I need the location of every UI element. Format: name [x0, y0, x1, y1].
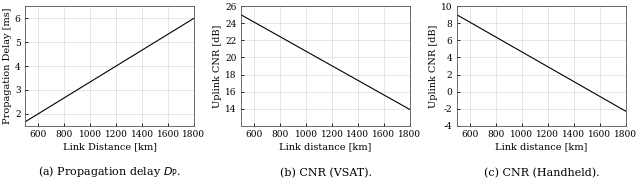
Text: (c) CNR (Handheld).: (c) CNR (Handheld).	[484, 168, 599, 179]
X-axis label: Link distance [km]: Link distance [km]	[495, 142, 588, 151]
Text: (b) CNR (VSAT).: (b) CNR (VSAT).	[280, 168, 371, 179]
Text: (a) Propagation delay $D_\mathrm{P}$.: (a) Propagation delay $D_\mathrm{P}$.	[38, 164, 181, 179]
X-axis label: Link distance [km]: Link distance [km]	[279, 142, 372, 151]
Y-axis label: Uplink CNR [dB]: Uplink CNR [dB]	[213, 24, 222, 108]
Y-axis label: Propagation Delay [ms]: Propagation Delay [ms]	[3, 8, 12, 124]
Y-axis label: Uplink CNR [dB]: Uplink CNR [dB]	[429, 24, 438, 108]
X-axis label: Link Distance [km]: Link Distance [km]	[63, 142, 157, 151]
